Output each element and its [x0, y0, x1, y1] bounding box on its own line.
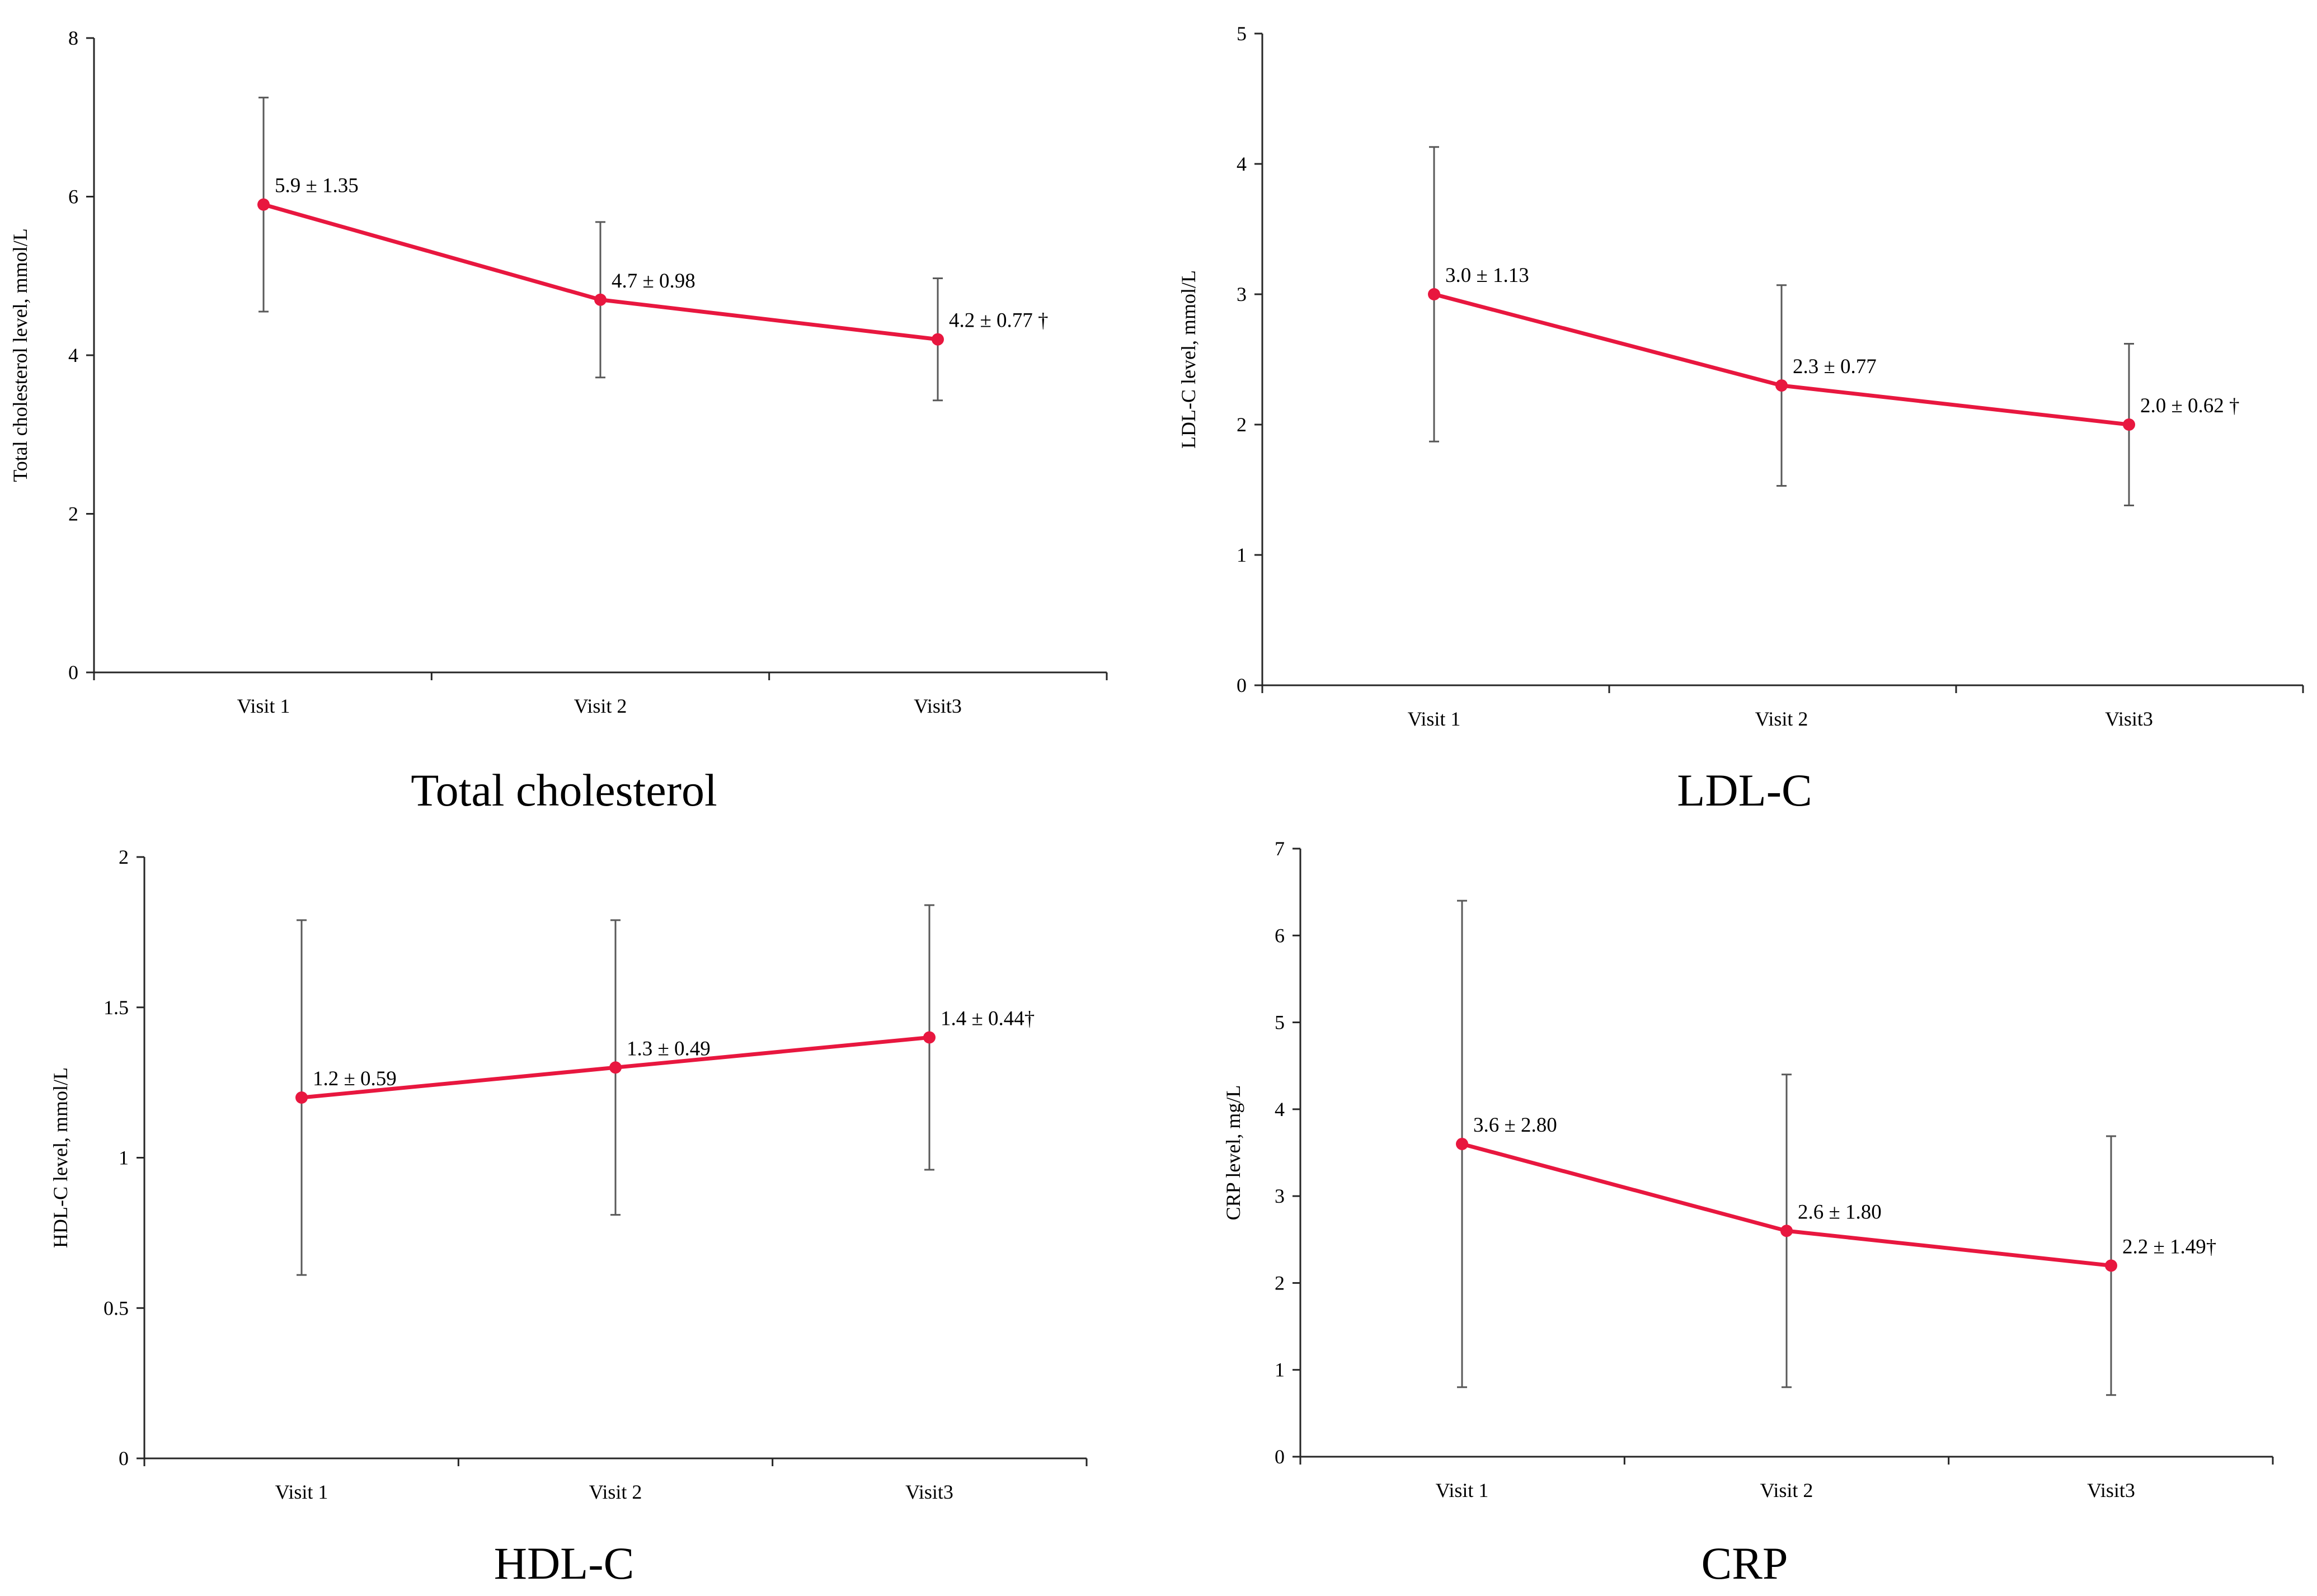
data-point — [1428, 288, 1440, 300]
data-point — [1456, 1137, 1468, 1150]
x-tick-label: Visit 1 — [237, 695, 290, 717]
y-tick-label: 4 — [1237, 153, 1247, 175]
y-tick-label: 6 — [1275, 924, 1285, 947]
y-tick-label: 0 — [119, 1447, 129, 1470]
y-tick-label: 4 — [1275, 1098, 1285, 1121]
data-label: 4.7 ± 0.98 — [612, 270, 695, 293]
y-axis-title: Total cholesterol level, mmol/L — [9, 228, 31, 482]
y-tick-label: 1.5 — [104, 996, 129, 1019]
data-label: 5.9 ± 1.35 — [275, 175, 359, 197]
data-point — [609, 1061, 622, 1074]
x-tick-label: Visit 2 — [589, 1481, 642, 1503]
y-tick-label: 1 — [1237, 544, 1247, 566]
x-tick-label: Visit3 — [905, 1481, 953, 1503]
x-tick-label: Visit3 — [2105, 708, 2153, 730]
x-tick-label: Visit 1 — [1408, 708, 1461, 730]
panel-crp: CRP 0 1 2 3 4 5 6 7 Visit 1 Visit 2 Visit3 CRP leve… — [1222, 837, 2274, 1589]
y-axis-title: CRP level, mg/L — [1222, 1085, 1244, 1221]
y-tick-label: 0 — [1275, 1446, 1285, 1468]
data-point — [1775, 379, 1788, 392]
y-tick-label: 8 — [68, 27, 78, 49]
data-point — [594, 293, 607, 306]
y-tick-label: 2 — [68, 503, 78, 525]
caption-hdl-c: HDL-C — [494, 1538, 635, 1589]
x-tick-label: Visit 1 — [275, 1481, 328, 1503]
data-label: 2.2 ± 1.49† — [2122, 1235, 2216, 1258]
data-label: 1.4 ± 0.44† — [941, 1007, 1035, 1030]
y-tick-label: 0 — [1237, 674, 1247, 696]
x-tick-label: Visit 1 — [1436, 1479, 1489, 1501]
panel-hdl-c: HDL-C 0 0.5 1 1.5 2 Visit 1 Visit 2 Visit3 HDL-C… — [49, 846, 1088, 1589]
panel-ldl-c: LDL-C 0 1 2 3 4 5 Visit 1 Visit 2 Visit3 LDL-C le… — [1177, 22, 2304, 816]
y-tick-label: 2 — [119, 846, 129, 868]
caption-ldl-c: LDL-C — [1677, 765, 1812, 816]
y-tick-label: 1 — [1275, 1359, 1285, 1381]
x-tick-label: Visit 2 — [1760, 1479, 1813, 1501]
y-axis-title: HDL-C level, mmol/L — [49, 1067, 72, 1248]
y-tick-label: 0.5 — [104, 1297, 129, 1319]
y-tick-label: 7 — [1275, 837, 1285, 860]
data-label: 2.3 ± 0.77 — [1793, 355, 1877, 378]
data-label: 1.2 ± 0.59 — [313, 1067, 397, 1090]
y-tick-label: 5 — [1275, 1011, 1285, 1034]
y-tick-label: 5 — [1237, 22, 1247, 45]
data-label: 4.2 ± 0.77 † — [949, 309, 1049, 332]
data-point — [2123, 418, 2135, 431]
y-tick-label: 6 — [68, 186, 78, 208]
y-tick-label: 0 — [68, 661, 78, 684]
data-point — [923, 1031, 936, 1044]
data-label: 3.6 ± 2.80 — [1473, 1114, 1557, 1137]
y-tick-label: 2 — [1237, 413, 1247, 436]
y-tick-label: 2 — [1275, 1272, 1285, 1294]
caption-total-cholesterol: Total cholesterol — [411, 765, 717, 816]
data-point — [932, 333, 944, 346]
data-label: 2.0 ± 0.62 † — [2140, 394, 2240, 417]
y-tick-label: 3 — [1237, 283, 1247, 305]
data-point — [295, 1091, 308, 1104]
data-point — [1780, 1225, 1793, 1237]
x-tick-label: Visit3 — [2087, 1479, 2135, 1501]
data-point — [2105, 1259, 2117, 1272]
y-tick-label: 3 — [1275, 1185, 1285, 1207]
data-label: 1.3 ± 0.49 — [627, 1037, 711, 1060]
data-label: 2.6 ± 1.80 — [1798, 1200, 1882, 1223]
y-tick-label: 4 — [68, 344, 78, 366]
caption-crp: CRP — [1702, 1538, 1788, 1589]
data-point — [257, 198, 270, 211]
panel-total-cholesterol: Total cholesterol 0 2 4 6 8 Visit 1 Visit 2 Vis… — [9, 27, 1108, 816]
y-axis-title: LDL-C level, mmol/L — [1177, 270, 1200, 449]
data-label: 3.0 ± 1.13 — [1445, 264, 1529, 287]
x-tick-label: Visit 2 — [1755, 708, 1808, 730]
x-tick-label: Visit 2 — [574, 695, 627, 717]
y-tick-label: 1 — [119, 1147, 129, 1169]
x-tick-label: Visit3 — [914, 695, 962, 717]
